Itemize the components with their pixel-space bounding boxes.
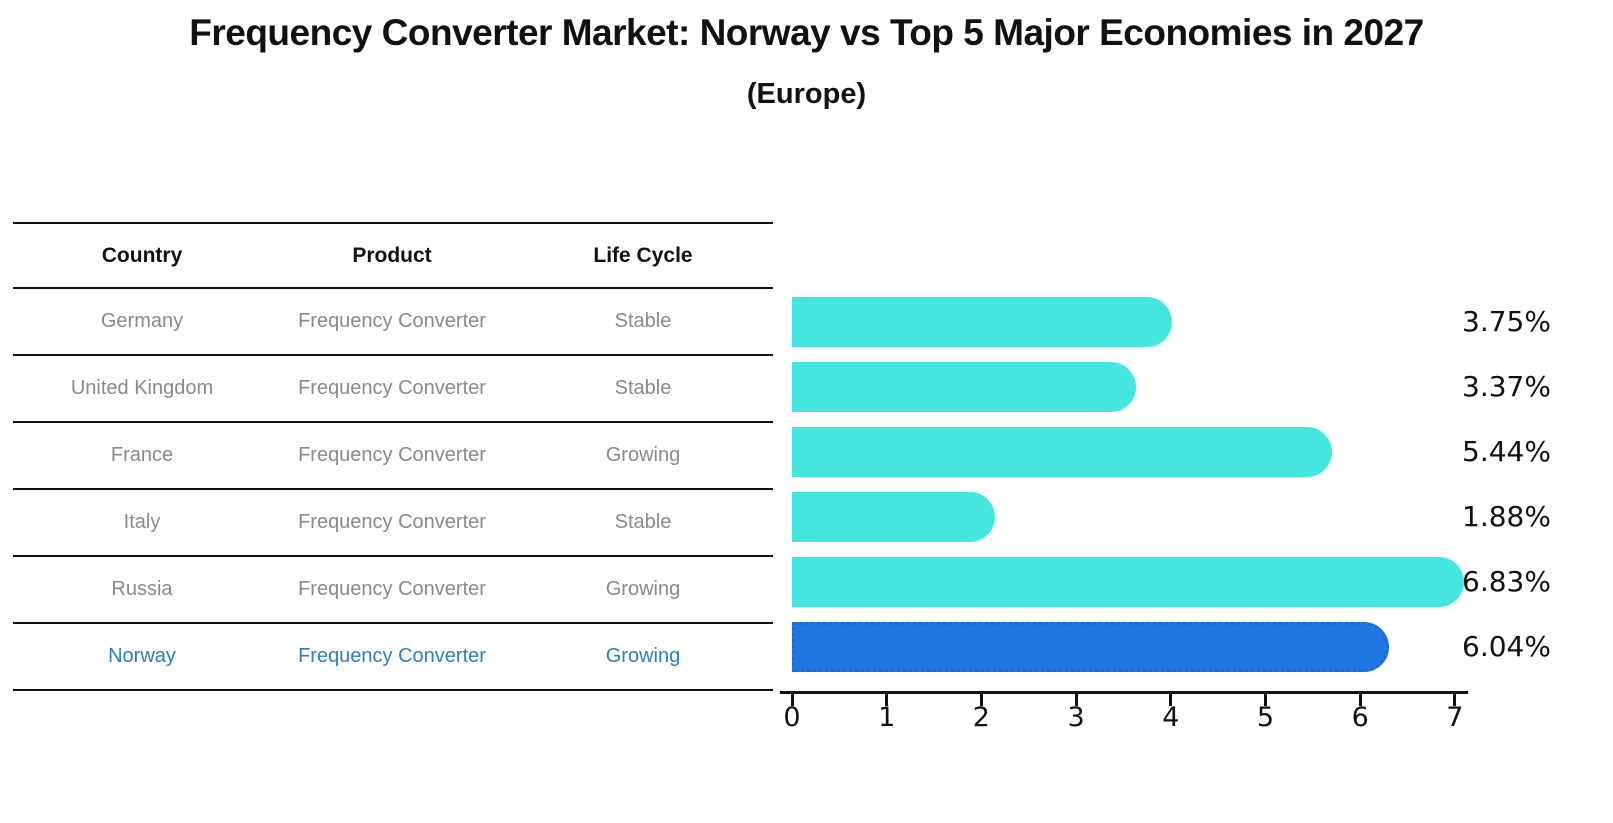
x-axis-tick: [790, 694, 794, 706]
x-axis-tick-label: 7: [1446, 702, 1464, 733]
table-row: Italy Frequency Converter Stable: [13, 490, 773, 557]
bar-value-label: 6.83%: [1462, 565, 1551, 598]
table-cell-country: Germany: [100, 310, 184, 332]
table-cell-country: United Kingdom: [70, 377, 214, 399]
bar-value-label: 3.75%: [1462, 305, 1551, 338]
x-axis-tick-label: 4: [1162, 702, 1180, 733]
x-axis-line: [780, 691, 1468, 694]
x-axis-tick: [1074, 694, 1078, 706]
x-axis-tick-label: 5: [1256, 702, 1275, 733]
chart-subtitle: (Europe): [746, 78, 867, 110]
table-cell-country: Italy: [123, 511, 161, 533]
column-header-product: Product: [352, 243, 432, 267]
table-cell-life-cycle: Growing: [605, 578, 681, 600]
x-axis-tick-label: 6: [1351, 702, 1369, 733]
bar: [792, 557, 1464, 607]
table-row: Norway Frequency Converter Growing: [13, 624, 773, 691]
bar: [792, 492, 995, 542]
bar-value-label: 6.04%: [1462, 630, 1551, 663]
bar: [792, 622, 1389, 672]
table-cell-life-cycle: Stable: [614, 310, 672, 332]
bar: [792, 362, 1136, 412]
table-cell-country: France: [110, 444, 174, 466]
table-cell-product: Frequency Converter: [298, 578, 486, 600]
chart-title: Frequency Converter Market: Norway vs To…: [189, 12, 1424, 53]
table-header-row: Country Product Life Cycle: [13, 224, 773, 289]
table-row: France Frequency Converter Growing: [13, 423, 773, 490]
table-cell-product: Frequency Converter: [298, 444, 486, 466]
bar: [792, 297, 1172, 347]
x-axis-tick-label: 1: [878, 702, 896, 733]
column-header-country: Country: [101, 243, 183, 267]
bar-value-label: 1.88%: [1462, 500, 1551, 533]
table-cell-country: Norway: [108, 645, 176, 667]
x-axis-tick: [1169, 694, 1173, 706]
bar-value-label: 3.37%: [1462, 370, 1551, 403]
column-header-life-cycle: Life Cycle: [593, 243, 693, 267]
country-table: Country Product Life Cycle Germany Frequ…: [13, 222, 773, 691]
x-axis-tick-label: 2: [972, 702, 990, 733]
x-axis-tick: [1264, 694, 1267, 706]
table-cell-product: Frequency Converter: [298, 511, 486, 533]
x-axis-tick-label: 3: [1067, 702, 1085, 733]
table-row: Germany Frequency Converter Stable: [13, 289, 773, 356]
table-cell-life-cycle: Stable: [614, 511, 672, 533]
bar-value-label: 5.44%: [1462, 435, 1551, 468]
table-cell-country: Russia: [111, 578, 173, 600]
table-cell-product: Frequency Converter: [298, 310, 486, 332]
x-axis-tick: [1453, 694, 1457, 706]
x-axis-tick: [979, 694, 983, 706]
table-row: United Kingdom Frequency Converter Stabl…: [13, 356, 773, 423]
table-cell-product: Frequency Converter: [298, 377, 486, 399]
x-axis-tick-label: 0: [783, 702, 801, 733]
table-cell-product: Frequency Converter: [298, 645, 486, 667]
x-axis-tick: [885, 694, 889, 706]
table-row: Russia Frequency Converter Growing: [13, 557, 773, 624]
table-cell-life-cycle: Growing: [605, 645, 681, 667]
table-cell-life-cycle: Growing: [605, 444, 681, 466]
table-body: Germany Frequency Converter Stable Unite…: [13, 289, 773, 691]
bar: [792, 427, 1332, 477]
x-axis-tick: [1358, 694, 1362, 706]
table-cell-life-cycle: Stable: [614, 377, 672, 399]
